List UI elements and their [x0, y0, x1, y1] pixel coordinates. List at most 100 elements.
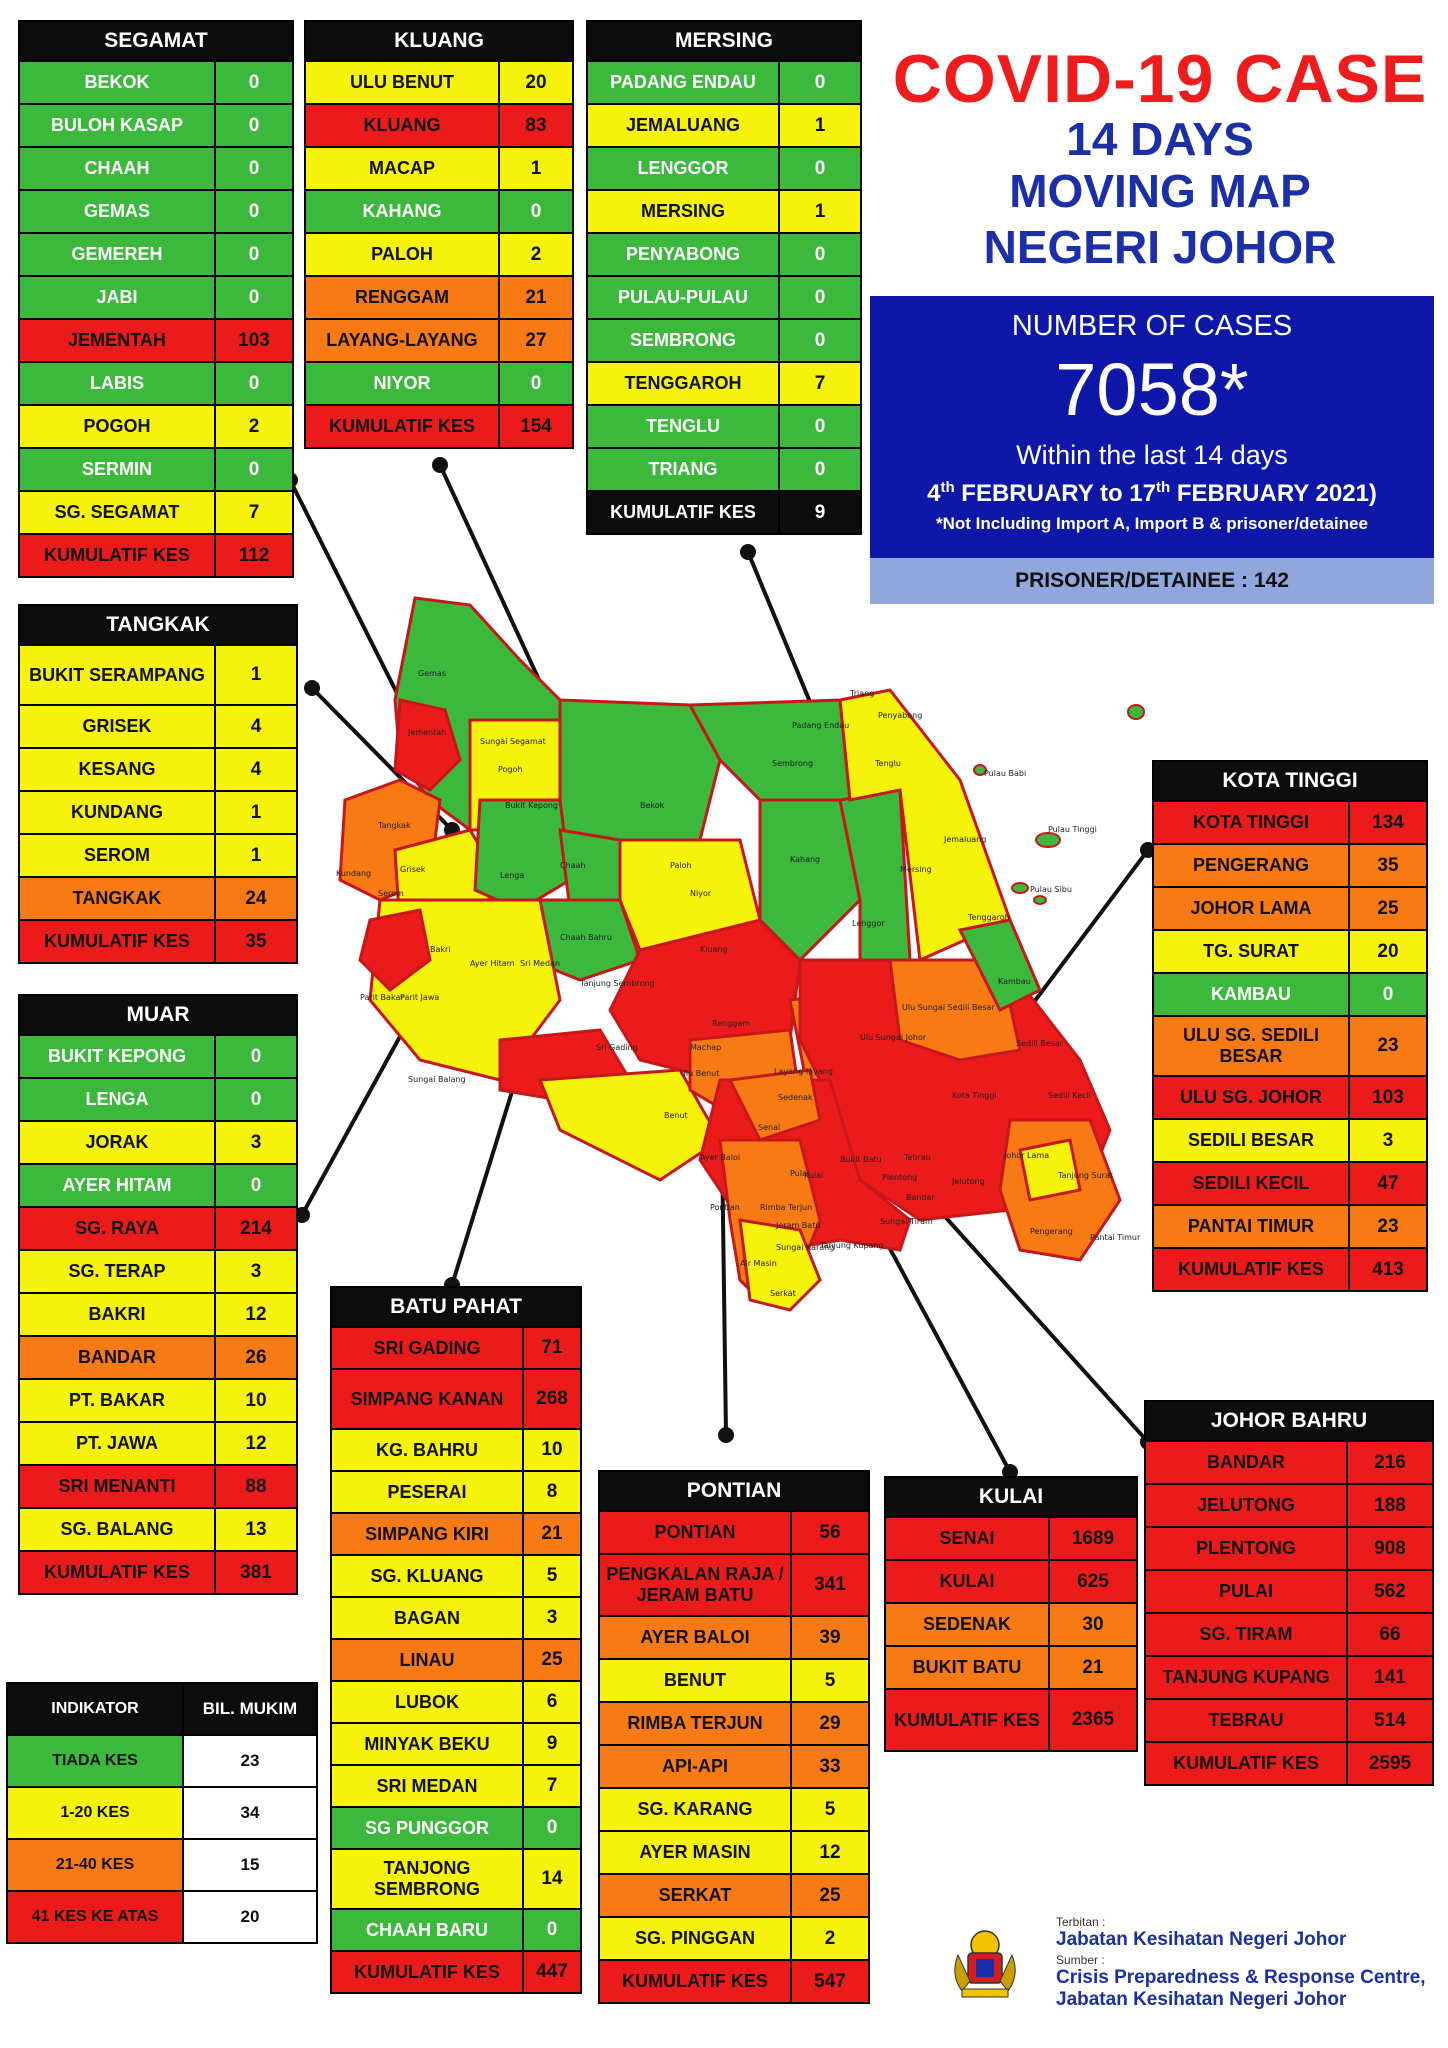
mukim-name: KUMULATIF KES	[20, 921, 214, 962]
mukim-case-count: 23	[1350, 1017, 1426, 1075]
map-place-label: Kahang	[790, 855, 820, 864]
mukim-name: PENGKALAN RAJA / JERAM BATU	[600, 1555, 790, 1615]
mukim-case-count: 2	[792, 1918, 868, 1959]
mukim-name: KUMULATIF KES	[332, 1952, 522, 1992]
mukim-case-count: 1	[780, 105, 860, 146]
mukim-case-count: 1	[216, 792, 296, 833]
mukim-case-count: 56	[792, 1512, 868, 1553]
map-place-label: Parit Jawa	[400, 993, 439, 1002]
mukim-row: SG. KLUANG 5	[332, 1556, 580, 1596]
mukim-name: LUBOK	[332, 1682, 522, 1722]
cases-note: *Not Including Import A, Import B & pris…	[936, 514, 1368, 533]
mukim-row: BAKRI 12	[20, 1294, 296, 1335]
mukim-name: SG. TERAP	[20, 1251, 214, 1292]
mukim-row: SEDILI BESAR 3	[1154, 1120, 1426, 1161]
mukim-name: KUMULATIF KES	[306, 406, 498, 447]
mukim-case-count: 413	[1350, 1249, 1426, 1290]
mukim-case-count: 0	[216, 363, 292, 404]
mukim-name: TANGKAK	[20, 878, 214, 919]
mukim-case-count: 8	[524, 1472, 580, 1512]
district-total-row: KUMULATIF KES 2365	[886, 1690, 1136, 1750]
mukim-name: AYER MASIN	[600, 1832, 790, 1873]
map-place-label: Layang-layang	[774, 1067, 833, 1076]
mukim-case-count: 1689	[1050, 1518, 1136, 1559]
map-labels: Gemas Jementah Tangkak Serom Grisek Kundang Ba…	[336, 669, 1141, 1298]
mukim-name: KAHANG	[306, 191, 498, 232]
mukim-case-count: 12	[216, 1294, 296, 1335]
mukim-case-count: 112	[216, 535, 292, 576]
mukim-case-count: 0	[780, 62, 860, 103]
mukim-row: BUKIT KEPONG 0	[20, 1036, 296, 1077]
map-place-label: Bandar	[906, 1193, 935, 1202]
map-place-label: Bukit Batu	[840, 1155, 882, 1164]
mukim-name: KLUANG	[306, 105, 498, 146]
mukim-name: SEDENAK	[886, 1604, 1048, 1645]
mukim-case-count: 7	[780, 363, 860, 404]
mukim-case-count: 5	[524, 1556, 580, 1596]
mukim-row: NIYOR 0	[306, 363, 572, 404]
mukim-case-count: 154	[500, 406, 572, 447]
mukim-row: PESERAI 8	[332, 1472, 580, 1512]
mukim-case-count: 547	[792, 1961, 868, 2002]
mukim-case-count: 88	[216, 1466, 296, 1507]
mukim-row: SG. PINGGAN 2	[600, 1918, 868, 1959]
mukim-name: SIMPANG KIRI	[332, 1514, 522, 1554]
map-place-label: Mersing	[900, 865, 932, 874]
mukim-row: KAMBAU 0	[1154, 974, 1426, 1015]
mukim-row: ULU SG. SEDILI BESAR 23	[1154, 1017, 1426, 1075]
legend-count-41-above: 20	[184, 1892, 316, 1942]
mukim-name: BAKRI	[20, 1294, 214, 1335]
mukim-row: KAHANG 0	[306, 191, 572, 232]
legend-table: INDIKATOR BIL. MUKIM TIADA KES 23 1-20 K…	[6, 1682, 318, 1944]
legend-label-21-40: 21-40 KES	[8, 1840, 182, 1890]
mukim-name: SG. PINGGAN	[600, 1918, 790, 1959]
region-pontian-south	[738, 1218, 822, 1312]
mukim-row: JORAK 3	[20, 1122, 296, 1163]
mukim-name: PENGERANG	[1154, 845, 1348, 886]
mukim-row: JEMENTAH 103	[20, 320, 292, 361]
district-header: PONTIAN	[600, 1472, 868, 1510]
district-table-pontian: PONTIAN PONTIAN 56 PENGKALAN RAJA / JERAM B…	[598, 1470, 870, 2004]
mukim-case-count: 0	[216, 148, 292, 189]
map-place-label: Lenga	[500, 871, 524, 880]
mukim-row: ULU SG. JOHOR 103	[1154, 1077, 1426, 1118]
mukim-case-count: 2595	[1348, 1743, 1432, 1784]
mukim-case-count: 214	[216, 1208, 296, 1249]
mukim-case-count: 27	[500, 320, 572, 361]
mukim-name: SEMBRONG	[588, 320, 778, 361]
mukim-name: KG. BAHRU	[332, 1430, 522, 1470]
district-header: SEGAMAT	[20, 22, 292, 60]
map-regions	[338, 596, 1122, 1312]
map-place-label: Kota Tinggi	[952, 1091, 997, 1100]
mukim-row: SG PUNGGOR 0	[332, 1808, 580, 1848]
mukim-case-count: 0	[216, 105, 292, 146]
mukim-case-count: 0	[216, 1079, 296, 1120]
mukim-name: PONTIAN	[600, 1512, 790, 1553]
region-jementah	[393, 698, 462, 792]
map-place-label: Jemaluang	[943, 835, 986, 844]
mukim-name: SENAI	[886, 1518, 1048, 1559]
mukim-case-count: 908	[1348, 1528, 1432, 1569]
mukim-row: GEMAS 0	[20, 191, 292, 232]
district-total-row: KUMULATIF KES 35	[20, 921, 296, 962]
mukim-name: TRIANG	[588, 449, 778, 490]
map-place-label: Ulu Sungai Sedili Besar	[902, 1003, 995, 1012]
mukim-case-count: 12	[792, 1832, 868, 1873]
mukim-case-count: 103	[216, 320, 292, 361]
mukim-case-count: 9	[524, 1724, 580, 1764]
mukim-case-count: 6	[524, 1682, 580, 1722]
mukim-name: MACAP	[306, 148, 498, 189]
mukim-name: SERKAT	[600, 1875, 790, 1916]
map-place-label: Tenggaroh	[967, 913, 1010, 922]
map-place-label: Tanjung Surat	[1057, 1171, 1113, 1180]
map-place-label: Pogoh	[498, 765, 522, 774]
mukim-row: SERKAT 25	[600, 1875, 868, 1916]
district-header: KOTA TINGGI	[1154, 762, 1426, 800]
mukim-case-count: 3	[216, 1251, 296, 1292]
mukim-name: KUMULATIF KES	[886, 1690, 1048, 1750]
mukim-name: AYER BALOI	[600, 1617, 790, 1658]
mukim-row: SEMBRONG 0	[588, 320, 860, 361]
mukim-case-count: 0	[216, 234, 292, 275]
map-place-label: Senai	[758, 1123, 780, 1132]
mukim-case-count: 66	[1348, 1614, 1432, 1655]
